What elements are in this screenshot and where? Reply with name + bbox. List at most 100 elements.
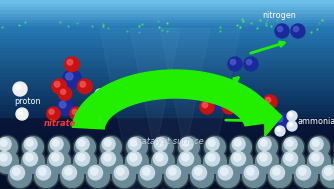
Circle shape <box>244 57 258 71</box>
Circle shape <box>178 151 200 174</box>
Circle shape <box>23 152 37 166</box>
Bar <box>0 79 334 82</box>
Polygon shape <box>100 28 180 189</box>
Circle shape <box>52 154 59 161</box>
Text: nitrogen: nitrogen <box>262 12 296 20</box>
Circle shape <box>191 165 213 187</box>
Bar <box>0 6 334 9</box>
Circle shape <box>202 149 228 175</box>
Circle shape <box>60 165 84 187</box>
Circle shape <box>87 165 110 187</box>
Circle shape <box>58 87 72 100</box>
Circle shape <box>261 140 267 146</box>
Circle shape <box>47 151 70 174</box>
Circle shape <box>234 140 241 146</box>
Circle shape <box>62 70 81 88</box>
Circle shape <box>21 135 45 159</box>
Circle shape <box>180 138 193 150</box>
Text: catalyst surface: catalyst surface <box>137 136 203 146</box>
Circle shape <box>274 113 290 129</box>
Text: proton: proton <box>14 97 40 105</box>
Circle shape <box>137 163 163 189</box>
Circle shape <box>179 152 193 166</box>
Circle shape <box>125 135 149 159</box>
Bar <box>0 50 334 53</box>
Circle shape <box>283 137 303 157</box>
Circle shape <box>247 168 254 175</box>
Circle shape <box>263 95 277 109</box>
Circle shape <box>105 140 111 146</box>
Bar <box>0 157 334 161</box>
Circle shape <box>111 163 137 189</box>
Circle shape <box>100 151 123 174</box>
Circle shape <box>152 151 174 174</box>
Circle shape <box>101 152 116 166</box>
Circle shape <box>277 26 283 32</box>
Circle shape <box>293 26 299 32</box>
Bar <box>0 154 334 157</box>
Circle shape <box>231 137 251 157</box>
Circle shape <box>113 165 136 187</box>
Circle shape <box>218 166 232 180</box>
Polygon shape <box>160 28 240 189</box>
Bar <box>0 139 334 142</box>
Circle shape <box>139 165 161 187</box>
Circle shape <box>0 137 17 157</box>
Circle shape <box>277 128 281 132</box>
Circle shape <box>213 97 219 103</box>
Circle shape <box>234 154 241 161</box>
Circle shape <box>166 166 181 180</box>
Circle shape <box>99 135 123 159</box>
Bar <box>0 13 334 16</box>
Circle shape <box>287 111 297 121</box>
Circle shape <box>206 138 219 150</box>
Circle shape <box>126 151 148 174</box>
Bar <box>0 173 334 176</box>
Circle shape <box>0 152 12 166</box>
Circle shape <box>308 151 330 174</box>
Circle shape <box>47 107 60 120</box>
Circle shape <box>80 81 86 87</box>
Bar <box>0 94 334 98</box>
Bar <box>0 136 334 139</box>
Circle shape <box>114 166 129 180</box>
Circle shape <box>179 137 199 157</box>
Bar <box>0 132 334 136</box>
Circle shape <box>258 138 271 150</box>
Bar <box>0 66 334 69</box>
Circle shape <box>52 140 59 146</box>
Circle shape <box>65 57 79 72</box>
Circle shape <box>208 140 215 146</box>
Bar <box>0 164 334 167</box>
Circle shape <box>13 82 27 96</box>
Circle shape <box>49 152 63 166</box>
Polygon shape <box>130 28 210 189</box>
Circle shape <box>242 165 266 187</box>
Circle shape <box>256 151 279 174</box>
Bar <box>0 16 334 19</box>
Circle shape <box>291 24 305 38</box>
Circle shape <box>117 168 124 175</box>
Circle shape <box>131 140 137 146</box>
Circle shape <box>312 140 319 146</box>
Circle shape <box>156 140 163 146</box>
Circle shape <box>270 166 285 180</box>
Bar <box>0 9 334 13</box>
Circle shape <box>78 154 85 161</box>
Circle shape <box>72 149 98 175</box>
Circle shape <box>182 154 189 161</box>
Circle shape <box>208 154 215 161</box>
Circle shape <box>0 140 7 146</box>
Circle shape <box>312 154 319 161</box>
Circle shape <box>34 165 57 187</box>
Circle shape <box>0 154 7 161</box>
Polygon shape <box>72 70 277 129</box>
Circle shape <box>224 102 230 108</box>
Circle shape <box>287 140 293 146</box>
Bar <box>0 3 334 6</box>
Circle shape <box>322 166 334 180</box>
Circle shape <box>104 154 111 161</box>
Bar <box>0 35 334 38</box>
Circle shape <box>246 59 252 65</box>
Circle shape <box>0 138 11 150</box>
